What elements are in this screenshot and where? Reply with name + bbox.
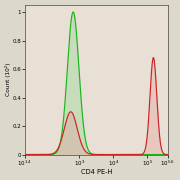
Y-axis label: Count (10²): Count (10²): [5, 63, 11, 96]
X-axis label: CD4 PE-H: CD4 PE-H: [81, 169, 112, 175]
